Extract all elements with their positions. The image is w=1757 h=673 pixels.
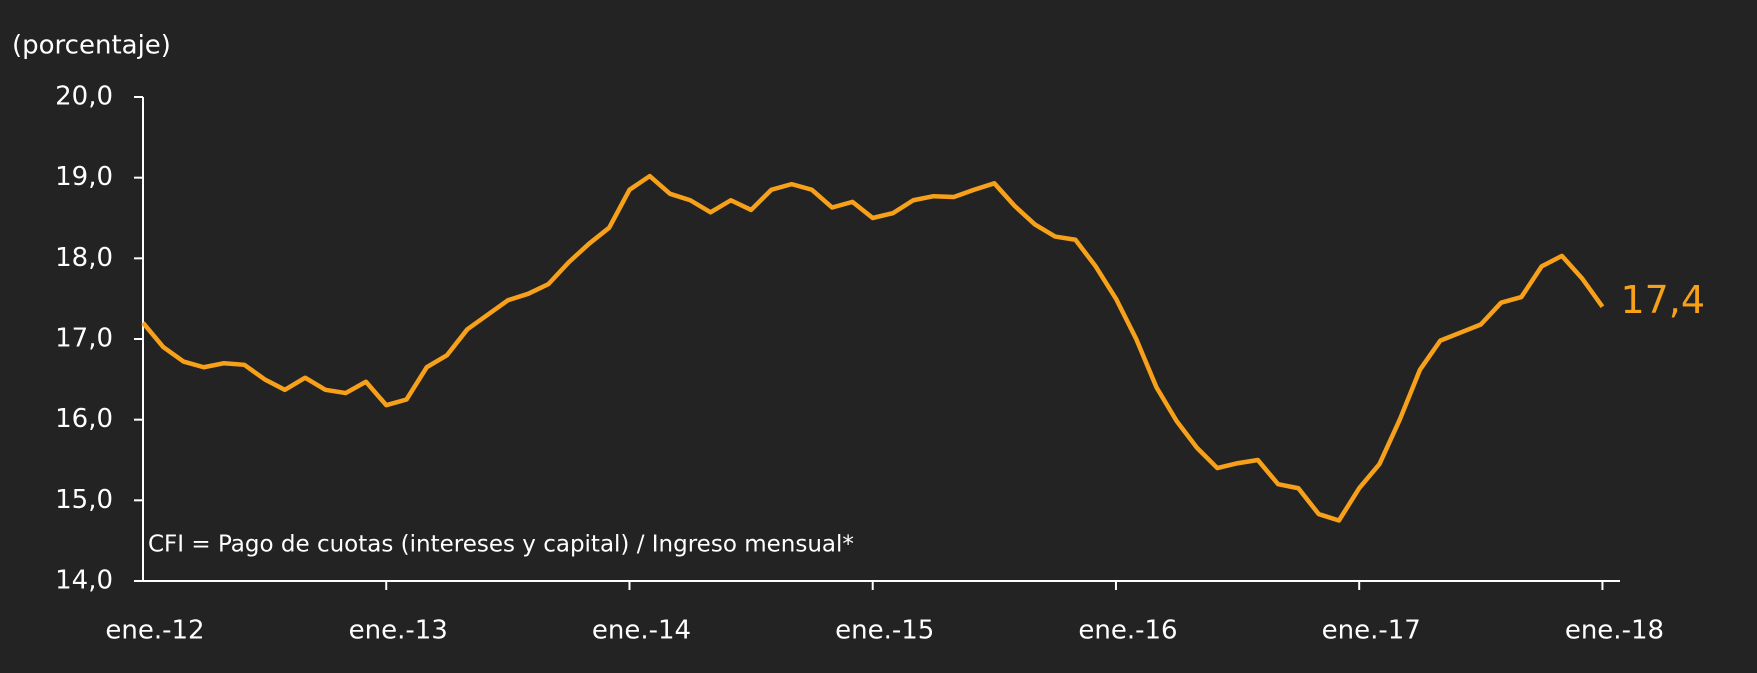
x-tick-label: ene.-14: [592, 616, 691, 646]
y-tick-label: 20,0: [55, 82, 113, 112]
y-tick-label: 17,0: [55, 324, 113, 354]
y-tick-label: 15,0: [55, 485, 113, 515]
value-label: 17,4: [1620, 278, 1705, 322]
y-tick-label: 14,0: [55, 566, 113, 596]
y-tick-label: 19,0: [55, 162, 113, 192]
x-tick-label: ene.-15: [835, 616, 934, 646]
y-axis-label: (porcentaje): [12, 31, 171, 61]
x-tick-label: ene.-18: [1565, 616, 1664, 646]
x-tick-label: ene.-12: [105, 616, 204, 646]
x-tick-label: ene.-13: [349, 616, 448, 646]
y-tick-label: 16,0: [55, 404, 113, 434]
x-tick-label: ene.-17: [1322, 616, 1421, 646]
annotation: CFI = Pago de cuotas (intereses y capita…: [148, 532, 854, 558]
x-tick-label: ene.-16: [1078, 616, 1177, 646]
y-tick-label: 18,0: [55, 243, 113, 273]
series-line: [141, 173, 1605, 523]
